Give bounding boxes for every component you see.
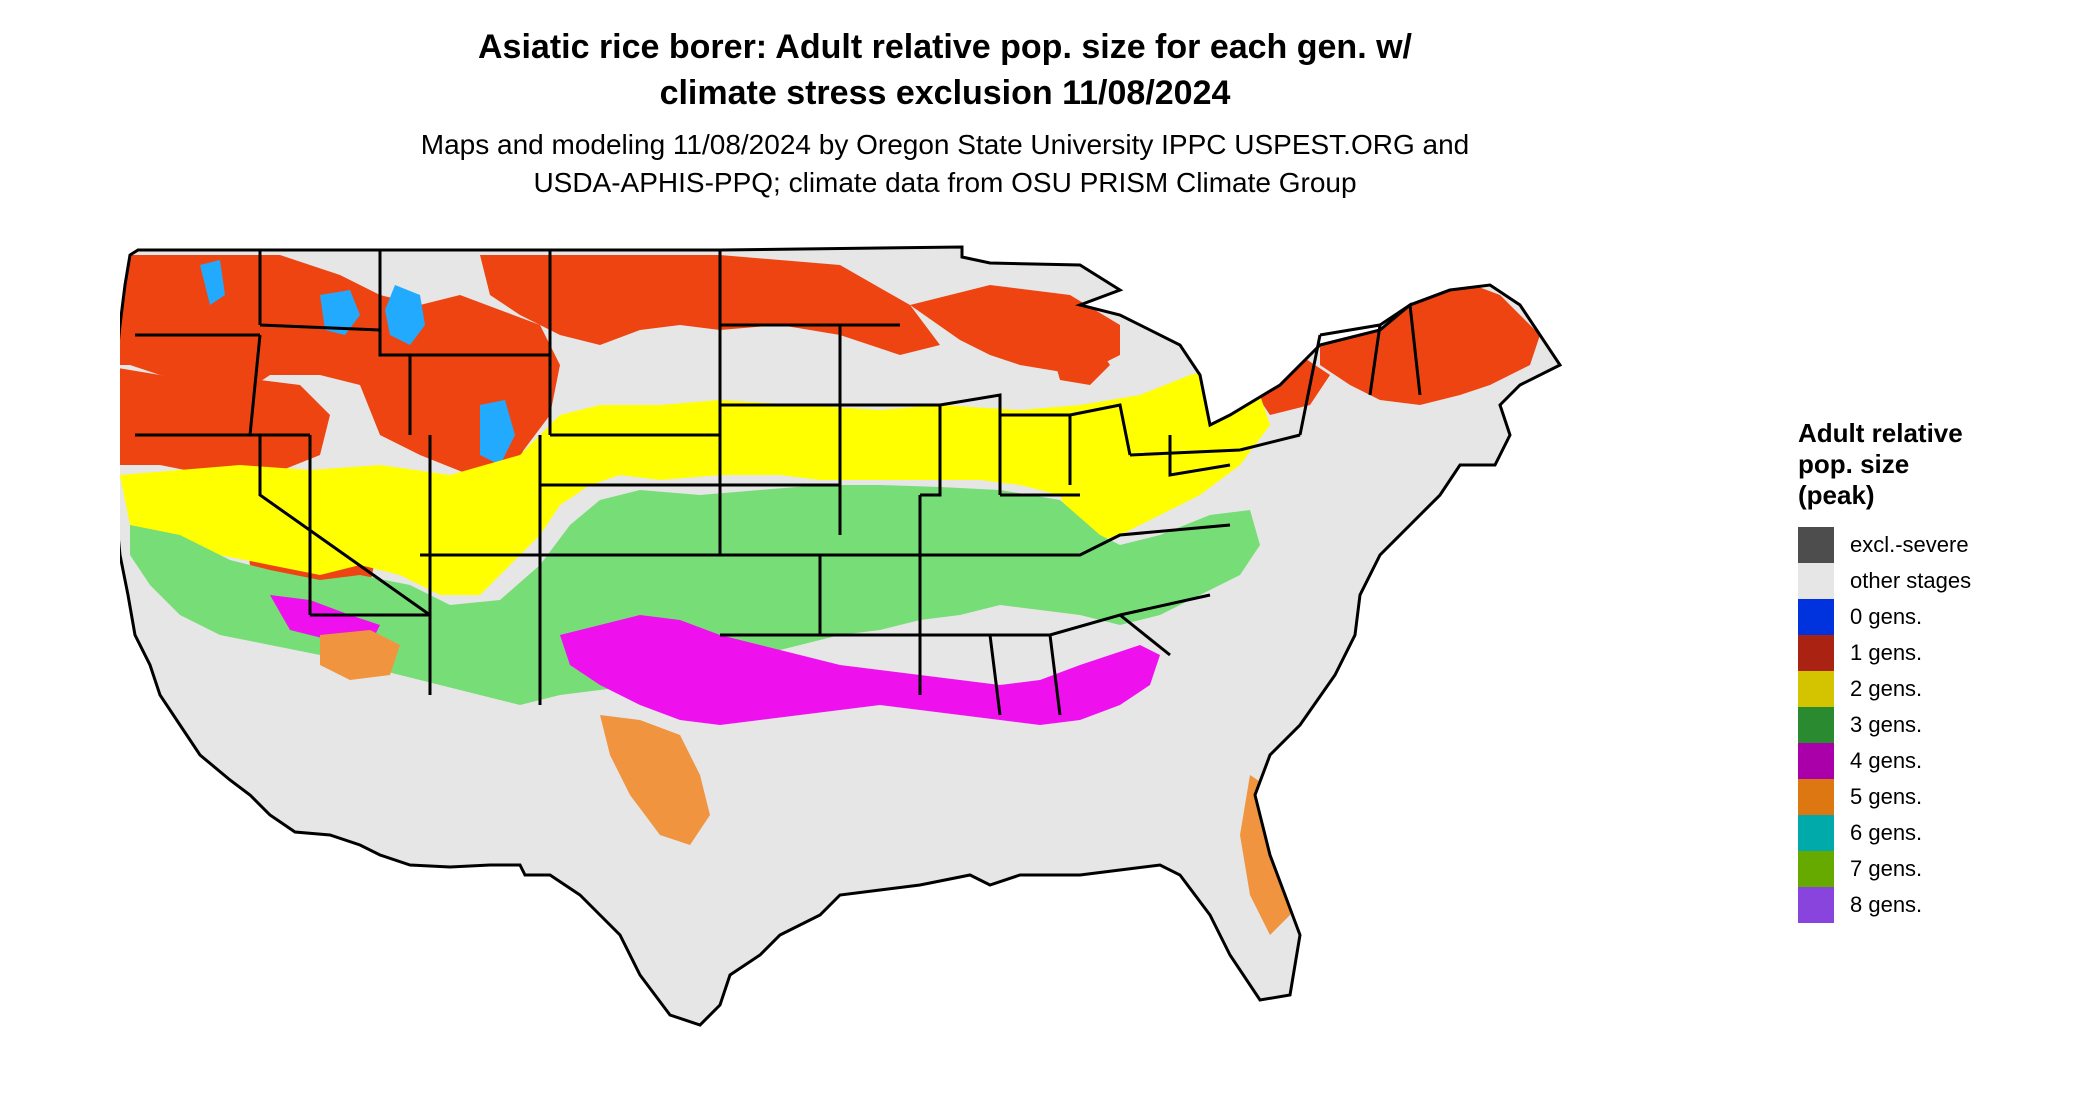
legend-label: 2 gens. [1850,676,1923,701]
legend-label: 8 gens. [1850,892,1923,917]
legend-label: 0 gens. [1850,604,1923,629]
zone-zero-gen-wyoming [385,285,425,345]
title-line-2: climate stress exclusion 11/08/2024 [659,74,1231,112]
legend-swatch [1798,635,1834,671]
legend-swatch [1798,707,1834,743]
legend: Adult relative pop. size (peak) excl.-se… [1798,418,2078,923]
zone-five-gen-arizona [320,630,400,680]
map-title: Asiatic rice borer: Adult relative pop. … [0,24,1890,116]
legend-swatch [1798,743,1834,779]
legend-swatch [1798,779,1834,815]
border-lines [135,250,1451,716]
zone-three-gen-band [130,485,1260,705]
legend-swatch [1798,851,1834,887]
legend-label: 6 gens. [1850,820,1923,845]
legend-item: 8 gens. [1798,887,2078,923]
us-map-svg [120,245,1562,1027]
legend-swatch [1798,887,1834,923]
subtitle-line-2: USDA-APHIS-PPQ; climate data from OSU PR… [533,167,1357,198]
generation-zones [120,255,1540,935]
legend-swatch [1798,671,1834,707]
zone-zero-gen-idaho [320,290,360,335]
legend-title: Adult relative pop. size (peak) [1798,418,2078,511]
legend-title-line-1: Adult relative [1798,418,1963,448]
legend-item: 5 gens. [1798,779,2078,815]
legend-label: 5 gens. [1850,784,1923,809]
legend-title-line-2: pop. size [1798,449,1910,479]
zone-two-gen-band [120,365,1270,595]
legend-item: excl.-severe [1798,527,2078,563]
legend-item: 2 gens. [1798,671,2078,707]
zone-one-gen-oregon [120,365,330,475]
title-line-1: Asiatic rice borer: Adult relative pop. … [478,28,1412,66]
legend-item: 7 gens. [1798,851,2078,887]
us-map [120,235,1770,1115]
legend-label: excl.-severe [1850,532,1969,557]
legend-swatch [1798,599,1834,635]
legend-item: 6 gens. [1798,815,2078,851]
legend-item: 4 gens. [1798,743,2078,779]
state-borders [120,245,1562,1027]
legend-label: 4 gens. [1850,748,1923,773]
legend-swatch [1798,815,1834,851]
zone-zero-gen-colorado [480,400,515,465]
zone-one-gen-north-dakota [480,255,940,355]
legend-item: 3 gens. [1798,707,2078,743]
legend-title-line-3: (peak) [1798,480,1875,510]
map-subtitle: Maps and modeling 11/08/2024 by Oregon S… [0,126,1890,202]
legend-item: other stages [1798,563,2078,599]
subtitle-line-1: Maps and modeling 11/08/2024 by Oregon S… [420,129,1470,160]
zone-one-gen-new-york [1250,355,1330,415]
zone-five-gen-texas [600,715,710,845]
legend-label: 3 gens. [1850,712,1923,737]
legend-label: other stages [1850,568,1972,593]
legend-items: excl.-severe other stages 0 gens. 1 gens. 2 … [1798,527,2078,923]
legend-label: 1 gens. [1850,640,1923,665]
zone-zero-gen-cascades [200,260,225,305]
legend-swatch [1798,527,1834,563]
legend-item: 0 gens. [1798,599,2078,635]
legend-swatch [1798,563,1834,599]
legend-label: 7 gens. [1850,856,1923,881]
zone-one-gen-michigan [1050,335,1110,385]
legend-item: 1 gens. [1798,635,2078,671]
zone-four-gen-south [560,615,1160,725]
